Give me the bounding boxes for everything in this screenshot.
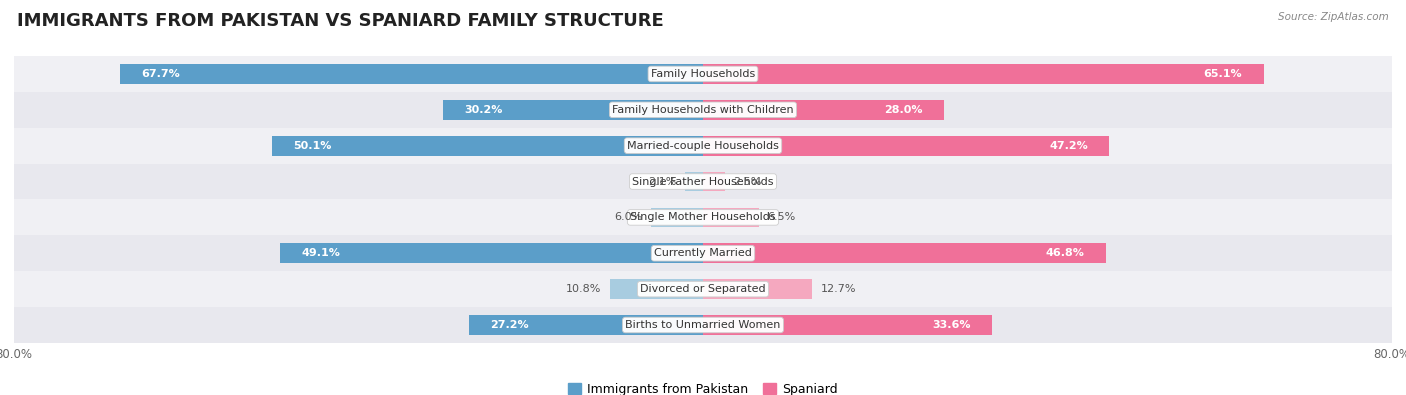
Bar: [651, 207, 703, 227]
Text: Single Father Households: Single Father Households: [633, 177, 773, 186]
Bar: [610, 279, 703, 299]
Text: 2.1%: 2.1%: [648, 177, 676, 186]
Text: Source: ZipAtlas.com: Source: ZipAtlas.com: [1278, 12, 1389, 22]
Bar: [14, 271, 1392, 307]
Text: Married-couple Households: Married-couple Households: [627, 141, 779, 150]
Text: 47.2%: 47.2%: [1049, 141, 1088, 150]
Bar: [443, 100, 703, 120]
Bar: [280, 243, 703, 263]
Bar: [14, 92, 1392, 128]
Bar: [703, 136, 1109, 156]
Text: 10.8%: 10.8%: [567, 284, 602, 294]
Bar: [271, 136, 703, 156]
Bar: [468, 315, 703, 335]
Text: Family Households with Children: Family Households with Children: [612, 105, 794, 115]
Text: Divorced or Separated: Divorced or Separated: [640, 284, 766, 294]
Bar: [703, 172, 724, 192]
Text: IMMIGRANTS FROM PAKISTAN VS SPANIARD FAMILY STRUCTURE: IMMIGRANTS FROM PAKISTAN VS SPANIARD FAM…: [17, 12, 664, 30]
Text: 30.2%: 30.2%: [464, 105, 503, 115]
Text: 6.0%: 6.0%: [614, 213, 643, 222]
Legend: Immigrants from Pakistan, Spaniard: Immigrants from Pakistan, Spaniard: [564, 378, 842, 395]
Bar: [703, 100, 945, 120]
Bar: [703, 315, 993, 335]
Bar: [703, 279, 813, 299]
Bar: [14, 164, 1392, 199]
Bar: [703, 243, 1107, 263]
Bar: [703, 64, 1264, 84]
Text: 65.1%: 65.1%: [1204, 69, 1241, 79]
Bar: [685, 172, 703, 192]
Text: Births to Unmarried Women: Births to Unmarried Women: [626, 320, 780, 330]
Bar: [14, 128, 1392, 164]
Text: 67.7%: 67.7%: [142, 69, 180, 79]
Bar: [14, 235, 1392, 271]
Text: 2.5%: 2.5%: [733, 177, 762, 186]
Text: 12.7%: 12.7%: [821, 284, 856, 294]
Bar: [14, 56, 1392, 92]
Text: Currently Married: Currently Married: [654, 248, 752, 258]
Text: 49.1%: 49.1%: [302, 248, 340, 258]
Text: Family Households: Family Households: [651, 69, 755, 79]
Bar: [14, 199, 1392, 235]
Text: 46.8%: 46.8%: [1046, 248, 1084, 258]
Bar: [120, 64, 703, 84]
Text: Single Mother Households: Single Mother Households: [630, 213, 776, 222]
Text: 33.6%: 33.6%: [932, 320, 970, 330]
Text: 50.1%: 50.1%: [292, 141, 332, 150]
Text: 27.2%: 27.2%: [491, 320, 529, 330]
Bar: [703, 207, 759, 227]
Text: 28.0%: 28.0%: [884, 105, 922, 115]
Bar: [14, 307, 1392, 343]
Text: 6.5%: 6.5%: [768, 213, 796, 222]
